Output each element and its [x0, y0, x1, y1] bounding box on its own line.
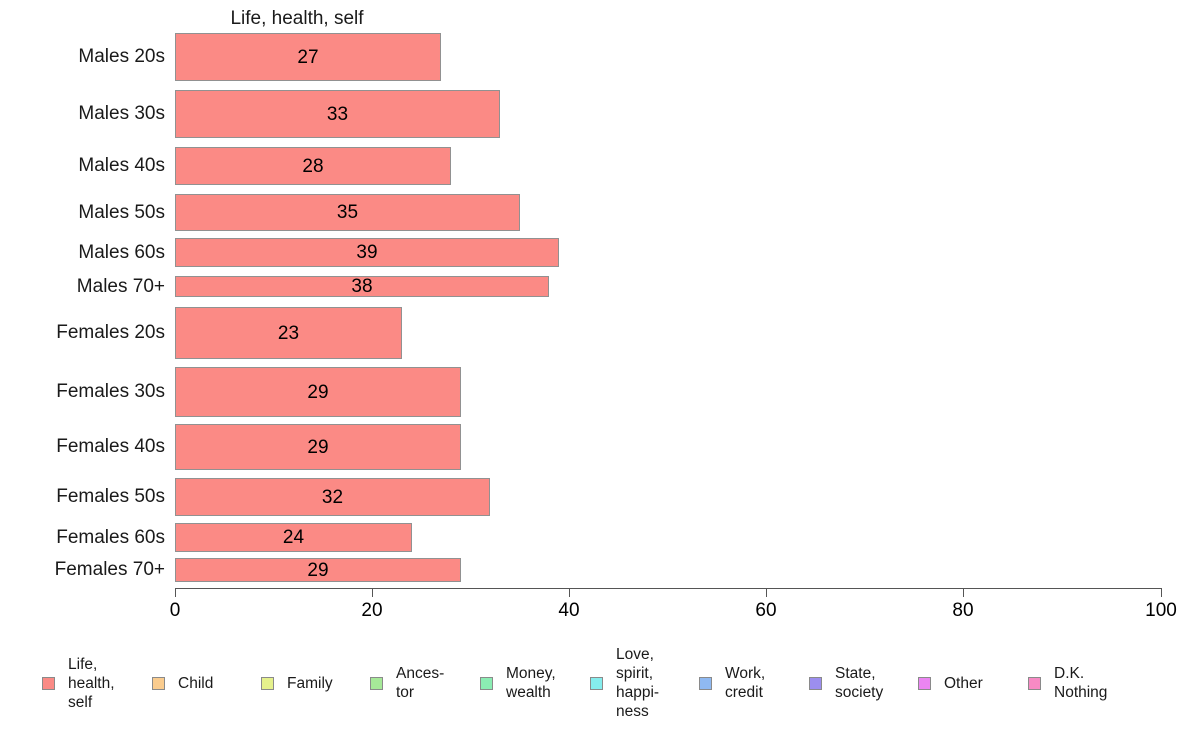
x-axis-tick — [1161, 589, 1162, 597]
bar-value-label: 24 — [282, 527, 305, 548]
category-label: Females 30s — [56, 381, 165, 402]
bar-value-label: 39 — [356, 242, 378, 263]
x-axis-tick-label: 60 — [755, 600, 777, 621]
bar-value-label: 33 — [326, 103, 349, 125]
legend-item-other: Other — [918, 636, 983, 730]
x-axis-tick-label: 80 — [952, 600, 974, 621]
bar-value-label: 29 — [307, 381, 329, 403]
legend-item-money-wealth: Money, wealth — [480, 636, 556, 730]
bar: 29 — [175, 367, 461, 417]
category-label: Females 50s — [56, 486, 165, 507]
legend-swatch-life-health-self — [42, 676, 55, 690]
bar-value-label: 35 — [336, 202, 359, 223]
legend-item-label: Family — [287, 674, 333, 692]
bar-value-label: 28 — [302, 155, 324, 177]
category-label: Females 70+ — [54, 559, 165, 580]
bar: 32 — [175, 478, 490, 516]
chart-title: Life, health, self — [230, 8, 364, 29]
legend-swatch-money-wealth — [480, 676, 493, 690]
legend-item-child: Child — [152, 636, 213, 730]
x-axis-tick — [963, 589, 964, 597]
category-label: Males 30s — [78, 103, 165, 124]
x-axis-tick-label: 100 — [1145, 600, 1177, 621]
category-label: Males 20s — [78, 46, 165, 67]
legend-item-label: Life, health, self — [68, 655, 115, 711]
bar: 27 — [175, 33, 441, 81]
bar-value-label: 29 — [307, 436, 329, 458]
legend-item-label: D.K. Nothing — [1054, 665, 1108, 701]
legend-item-love-spirit-happiness: Love, spirit, happi- ness — [590, 636, 659, 730]
category-label: Females 60s — [56, 526, 165, 548]
legend-item-label: Other — [944, 674, 983, 692]
legend-swatch-state-society — [809, 676, 822, 690]
legend-item-label: Ances- tor — [396, 665, 445, 701]
category-label: Males 40s — [78, 155, 165, 176]
bar: 38 — [175, 276, 549, 297]
bar: 33 — [175, 90, 500, 138]
x-axis-line — [175, 588, 1162, 589]
category-label: Males 50s — [78, 201, 165, 223]
legend-item-label: State, society — [835, 665, 884, 701]
legend-item-ancestor: Ances- tor — [370, 636, 444, 730]
legend-swatch-family — [261, 676, 274, 690]
legend-swatch-ancestor — [370, 676, 383, 690]
x-axis-tick-label: 0 — [169, 600, 181, 621]
bar-value-label: 27 — [297, 46, 319, 68]
bar: 23 — [175, 307, 402, 359]
bar-value-label: 29 — [307, 559, 329, 581]
legend-item-dk-nothing: D.K. Nothing — [1028, 636, 1107, 730]
bar-value-label: 23 — [277, 322, 300, 344]
x-axis-tick — [372, 589, 373, 597]
category-label: Males 60s — [78, 241, 165, 263]
legend-swatch-other — [918, 676, 931, 690]
bar: 39 — [175, 238, 559, 267]
x-axis-tick — [175, 589, 176, 597]
bar: 28 — [175, 147, 451, 185]
legend-item-label: Love, spirit, happi- ness — [616, 646, 660, 720]
bar: 29 — [175, 558, 461, 582]
bar: 29 — [175, 424, 461, 470]
category-label: Males 70+ — [76, 275, 165, 297]
x-axis-tick — [766, 589, 767, 597]
legend: Life, health, self Child Family Ances- tor M… — [0, 636, 1188, 730]
x-axis-tick — [569, 589, 570, 597]
x-axis-tick-label: 40 — [558, 600, 580, 621]
legend-item-family: Family — [261, 636, 333, 730]
legend-swatch-work-credit — [699, 676, 712, 690]
legend-item-label: Work, credit — [725, 665, 766, 701]
category-label: Females 20s — [56, 322, 165, 343]
legend-swatch-love-spirit-happiness — [590, 676, 603, 690]
bar: 24 — [175, 523, 412, 552]
legend-item-life-health-self: Life, health, self — [42, 636, 115, 730]
category-label: Females 40s — [56, 436, 165, 457]
legend-item-state-society: State, society — [809, 636, 883, 730]
legend-swatch-dk-nothing — [1028, 676, 1041, 690]
legend-item-label: Money, wealth — [506, 665, 556, 701]
bar-value-label: 38 — [351, 276, 373, 297]
bar-value-label: 32 — [321, 486, 344, 508]
legend-swatch-child — [152, 676, 165, 690]
legend-item-work-credit: Work, credit — [699, 636, 765, 730]
legend-item-label: Child — [178, 674, 214, 692]
bar: 35 — [175, 194, 520, 231]
x-axis-tick-label: 20 — [361, 600, 383, 621]
